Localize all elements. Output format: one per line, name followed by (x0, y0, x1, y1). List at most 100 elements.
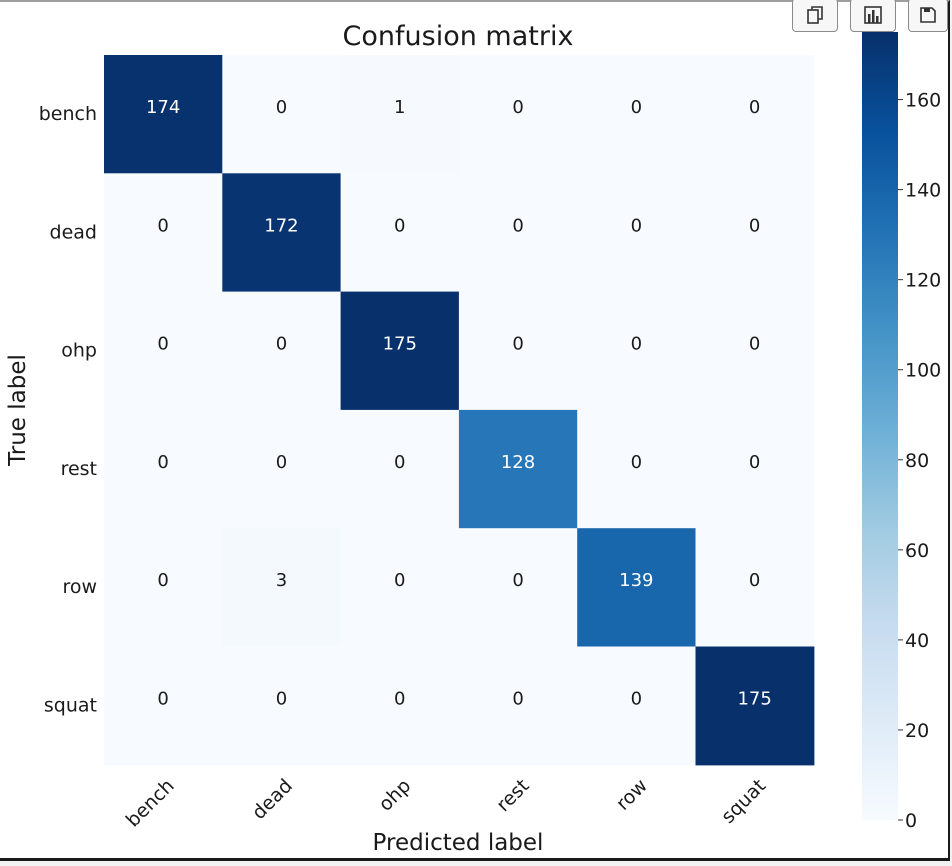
colorbar-tick-label: 40 (905, 630, 929, 652)
heatmap-cell (340, 646, 460, 766)
heatmap-cell (577, 646, 697, 766)
cell-value-label: 0 (749, 570, 760, 591)
heatmap-cell (695, 291, 815, 411)
y-tick-label: squat (44, 695, 97, 717)
copy-button[interactable] (792, 0, 838, 32)
chart-button[interactable] (850, 0, 896, 32)
colorbar-tick-label: 100 (905, 360, 941, 382)
heatmap-cell (104, 173, 223, 293)
cell-value-label: 0 (394, 452, 405, 473)
heatmap-cell (222, 291, 342, 411)
heatmap-cell (340, 173, 460, 293)
heatmap-cell (340, 528, 460, 648)
heatmap-cell (104, 55, 223, 174)
heatmap-cell (458, 528, 578, 648)
colorbar-tick-label: 140 (905, 180, 941, 202)
colorbar-tick-label: 80 (905, 450, 929, 472)
x-tick-label: squat (717, 775, 770, 828)
cell-value-labels: 174 0 1 0 0 0 0 172 0 0 0 0 0 0 175 0 0 0 0 0 0 128 0 0 0 3 0 0 139 0… (146, 97, 772, 710)
cell-value-label: 0 (512, 215, 523, 236)
heatmap-cell (577, 528, 697, 648)
colorbar-tick-label: 120 (905, 270, 941, 292)
heatmap-cell (104, 409, 223, 529)
cell-value-label: 0 (394, 689, 405, 710)
colorbar-tick-label: 20 (905, 720, 929, 742)
y-axis-label: True label (5, 354, 31, 467)
colorbar-tick-label: 60 (905, 540, 929, 562)
y-axis-ticks: bench dead ohp rest row squat (39, 103, 97, 717)
cell-value-label: 0 (749, 215, 760, 236)
cell-value-label: 0 (749, 334, 760, 355)
heatmap-cell (222, 409, 342, 529)
y-tick-label: rest (61, 458, 97, 480)
heatmap-cell (695, 173, 815, 293)
cell-value-label: 0 (749, 97, 760, 118)
cell-value-label: 174 (146, 97, 180, 118)
cell-value-label: 0 (512, 334, 523, 355)
save-icon (920, 7, 936, 23)
y-tick-label: dead (50, 221, 97, 243)
cell-value-label: 0 (276, 689, 287, 710)
heatmap-cell (222, 173, 342, 293)
heatmap-cell (458, 291, 578, 411)
cell-value-label: 0 (157, 570, 168, 591)
heatmap-cell (104, 646, 223, 766)
heatmap-cell (458, 173, 578, 293)
heatmap-cell (222, 646, 342, 766)
toolbar (792, 0, 948, 32)
heatmap-cell (340, 291, 460, 411)
cell-value-label: 3 (276, 570, 287, 591)
cell-value-label: 172 (264, 215, 298, 236)
heatmap-cell (104, 528, 223, 648)
heatmap-cell (695, 646, 815, 766)
heatmap-cell (340, 55, 460, 174)
heatmap-cell (577, 173, 697, 293)
cell-value-label: 0 (631, 689, 642, 710)
y-tick-label: row (62, 576, 97, 598)
cell-value-label: 0 (157, 215, 168, 236)
colorbar-tick-label: 0 (905, 810, 917, 832)
save-button[interactable] (908, 0, 948, 32)
heatmap-cell (222, 55, 342, 174)
cell-value-label: 0 (631, 334, 642, 355)
cell-value-label: 0 (276, 97, 287, 118)
heatmap-cell (577, 409, 697, 529)
heatmap-cell (340, 409, 460, 529)
copy-icon (807, 6, 823, 24)
cell-value-label: 128 (501, 452, 535, 473)
x-tick-label: ohp (374, 775, 415, 816)
cell-value-label: 0 (631, 215, 642, 236)
cell-value-label: 0 (157, 689, 168, 710)
cell-value-label: 0 (394, 215, 405, 236)
heatmap-cell (695, 55, 815, 174)
y-tick-label: ohp (61, 340, 97, 362)
x-tick-label: dead (248, 775, 297, 824)
x-tick-label: bench (122, 775, 179, 832)
cell-value-label: 175 (737, 689, 771, 710)
heatmap-cell (222, 528, 342, 648)
cell-value-label: 0 (749, 452, 760, 473)
x-axis-ticks: bench dead ohp rest row squat (122, 775, 770, 832)
bar-chart-icon (864, 6, 882, 24)
cell-value-label: 139 (619, 570, 653, 591)
cell-value-label: 0 (512, 570, 523, 591)
cell-value-label: 0 (631, 452, 642, 473)
heatmap-cell (458, 409, 578, 529)
x-tick-label: rest (492, 775, 533, 816)
cell-value-label: 0 (276, 452, 287, 473)
cell-value-label: 0 (512, 689, 523, 710)
colorbar (862, 32, 898, 820)
cell-value-label: 0 (631, 97, 642, 118)
heatmap-cell (695, 528, 815, 648)
cell-value-label: 0 (276, 334, 287, 355)
heatmap-cell (577, 291, 697, 411)
cell-value-label: 0 (512, 97, 523, 118)
cell-value-label: 0 (394, 570, 405, 591)
cell-value-label: 0 (157, 452, 168, 473)
cell-value-label: 1 (394, 97, 405, 118)
heatmap-cell (695, 409, 815, 529)
colorbar-ticks: 0 20 40 60 80 100 120 140 160 (898, 90, 941, 832)
cell-value-label: 175 (383, 334, 417, 355)
